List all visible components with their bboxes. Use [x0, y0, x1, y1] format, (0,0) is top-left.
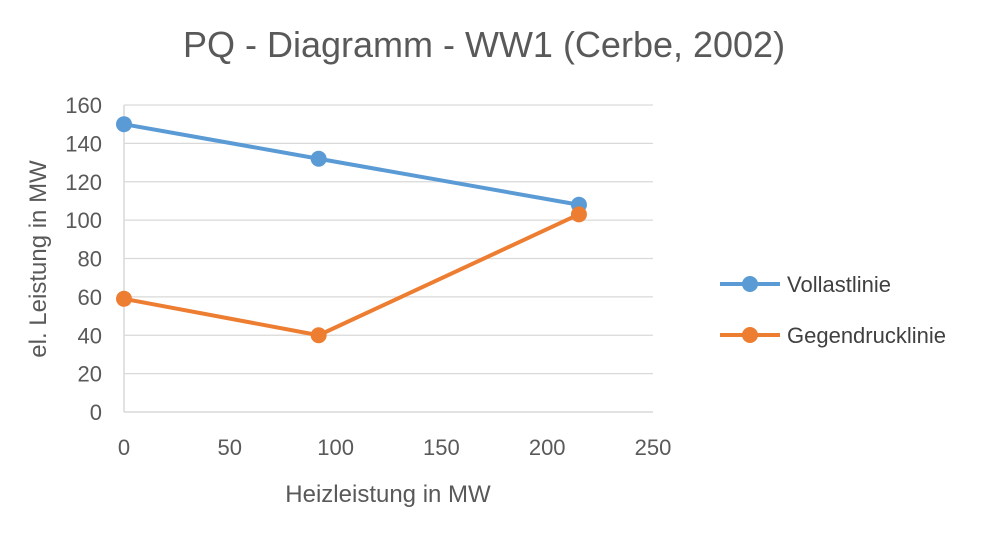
legend-swatch-marker-gegendrucklinie — [742, 327, 758, 343]
gridlines — [124, 104, 653, 375]
legend-label-vollastlinie: Vollastlinie — [787, 272, 891, 297]
y-tick-label-160: 160 — [65, 93, 102, 118]
legend-swatch-marker-vollastlinie — [742, 276, 758, 292]
data-point-vollastlinie-0 — [116, 116, 132, 133]
series-line-gegendrucklinie — [122, 212, 581, 338]
data-point-gegendrucklinie-1 — [310, 327, 327, 344]
y-tick-label-140: 140 — [65, 131, 102, 156]
legend-item-gegendrucklinie: Gegendrucklinie — [720, 323, 946, 348]
chart-title: PQ - Diagramm - WW1 (Cerbe, 2002) — [183, 24, 785, 65]
x-tick-label-50: 50 — [218, 435, 242, 460]
legend-label-gegendrucklinie: Gegendrucklinie — [787, 323, 946, 348]
y-axis-title: el. Leistung in MW — [25, 160, 52, 358]
x-tick-label-200: 200 — [529, 435, 566, 460]
y-tick-label-80: 80 — [78, 247, 102, 272]
x-tick-label-100: 100 — [317, 435, 354, 460]
y-tick-label-60: 60 — [78, 285, 102, 310]
legend-item-vollastlinie: Vollastlinie — [720, 272, 891, 297]
y-tick-label-40: 40 — [78, 323, 102, 348]
x-tick-label-250: 250 — [635, 435, 672, 460]
y-tick-label-0: 0 — [90, 400, 102, 425]
series — [116, 116, 587, 344]
data-point-vollastlinie-1 — [310, 150, 327, 167]
x-tick-label-0: 0 — [118, 435, 130, 460]
axes — [123, 105, 653, 413]
legend: Vollastlinie Gegendrucklinie — [720, 272, 946, 348]
y-tick-label-120: 120 — [65, 170, 102, 195]
y-tick-label-20: 20 — [78, 362, 102, 387]
y-tick-label-100: 100 — [65, 208, 102, 233]
x-tick-label-150: 150 — [423, 435, 460, 460]
data-point-gegendrucklinie-0 — [116, 290, 132, 307]
series-line-vollastlinie — [122, 122, 581, 207]
data-point-gegendrucklinie-2 — [570, 206, 587, 223]
x-axis-title: Heizleistung in MW — [285, 481, 491, 508]
tick-labels: 0 20 40 60 80 100 120 140 160 0 50 100 150 200 250 — [65, 93, 671, 460]
